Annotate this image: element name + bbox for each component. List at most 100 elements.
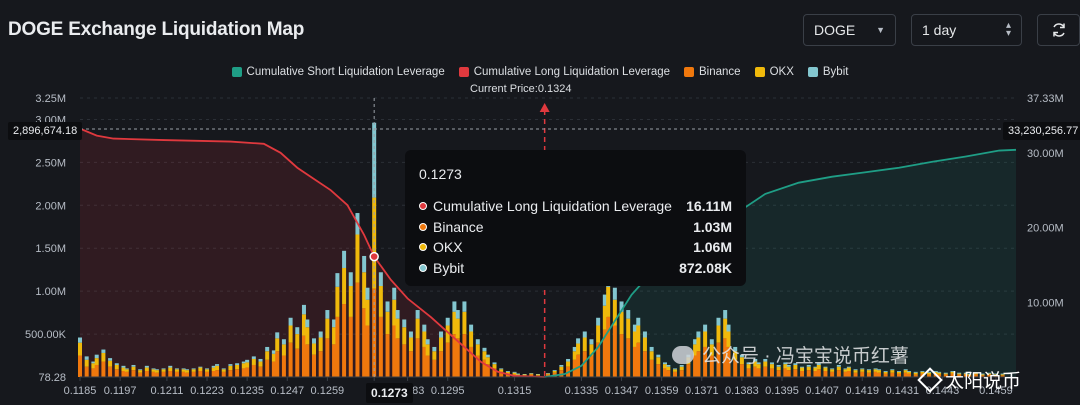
bar-bybit (168, 365, 173, 368)
bar-okx (876, 370, 881, 373)
bar-okx (432, 351, 437, 360)
bar-okx (907, 371, 912, 374)
bar-okx (305, 327, 310, 345)
bar-okx (1000, 374, 1005, 376)
bar-bybit (596, 317, 601, 326)
bar-okx (258, 361, 263, 367)
bar-bybit (602, 294, 607, 306)
bar-bybit (890, 369, 895, 371)
bar-binance (739, 364, 744, 377)
interval-select[interactable]: 1 day ▴ ▾ (911, 14, 1022, 46)
bar-binance (305, 344, 310, 377)
bar-bybit (846, 366, 851, 368)
bar-okx (830, 369, 835, 372)
y-right-tick-label: 37.33M (1027, 93, 1064, 105)
bar-binance (439, 351, 444, 377)
bar-bybit (559, 364, 564, 367)
bar-binance (121, 370, 126, 377)
bar-okx (221, 369, 226, 372)
x-tick-label: 0.1359 (645, 385, 679, 397)
bar-okx (756, 364, 761, 369)
bar-binance (161, 371, 166, 377)
bar-bybit (348, 272, 353, 287)
bar-okx (151, 369, 156, 372)
bar-bybit (78, 337, 82, 343)
bar-binance (348, 316, 353, 377)
legend-item-bybit[interactable]: Bybit (807, 66, 848, 78)
bar-binance (151, 371, 156, 377)
bar-okx (439, 337, 444, 352)
bar-bybit (181, 368, 186, 370)
bar-okx (181, 369, 186, 372)
bar-bybit (873, 368, 878, 370)
bar-binance (131, 370, 136, 377)
x-tick-label: 0.1235 (230, 385, 264, 397)
bar-bybit (813, 366, 818, 368)
bar-binance (783, 368, 788, 377)
tooltip-row: Cumulative Long Liquidation Leverage 16.… (419, 196, 732, 217)
bar-binance (228, 370, 233, 377)
bar-okx (198, 367, 203, 371)
bar-okx (215, 365, 220, 371)
legend-item-okx[interactable]: OKX (754, 66, 794, 78)
bar-bybit (425, 339, 430, 345)
bar-okx (649, 351, 654, 360)
bar-bybit (318, 331, 323, 338)
bar-binance (312, 354, 316, 377)
bar-bybit (455, 310, 460, 319)
bar-okx (325, 318, 330, 339)
tooltip-dot (419, 222, 427, 231)
chart-legend: Cumulative Short Liquidation Leverage Cu… (0, 66, 1080, 78)
bar-okx (636, 325, 641, 343)
bar-okx (873, 369, 878, 372)
asset-select[interactable]: DOGE ▼ (803, 14, 896, 46)
bar-okx (723, 318, 728, 339)
bar-okx (378, 286, 383, 317)
tooltip-label: Bybit (433, 259, 465, 276)
x-tick-label: 0.1259 (311, 385, 345, 397)
bar-okx (957, 373, 962, 375)
bar-okx (512, 372, 517, 375)
legend-item-binance[interactable]: Binance (684, 66, 741, 78)
bar-okx (602, 305, 607, 330)
bar-bybit (101, 349, 106, 353)
bar-bybit (950, 370, 955, 372)
bar-binance (866, 372, 871, 377)
bar-bybit (642, 331, 647, 338)
bar-okx (890, 370, 895, 373)
bar-binance (101, 361, 106, 377)
bar-binance (445, 342, 450, 377)
bar-okx (475, 344, 480, 356)
bar-okx (144, 367, 149, 371)
bar-bybit (462, 301, 467, 312)
bar-bybit (786, 364, 791, 367)
watermark-2: 太阳说币 (917, 366, 1021, 393)
y-left-tick-label: 2.50M (35, 157, 66, 169)
tooltip-row: Binance 1.03M (419, 217, 732, 238)
bar-binance (455, 338, 460, 377)
legend-swatch (807, 67, 818, 77)
bar-okx (191, 369, 196, 372)
bar-bybit (452, 301, 457, 312)
bar-bybit (288, 317, 293, 326)
long-liquidation-line (79, 127, 545, 378)
x-tick-label: 0.1247 (270, 385, 304, 397)
bar-bybit (763, 358, 768, 362)
legend-item-short[interactable]: Cumulative Short Liquidation Leverage (231, 66, 445, 78)
bar-binance (415, 338, 420, 377)
legend-item-long[interactable]: Cumulative Long Liquidation Leverage (458, 66, 670, 78)
long-liquidation-area (80, 128, 545, 377)
bar-okx (515, 374, 520, 376)
bar-bybit (830, 368, 835, 370)
bar-bybit (499, 368, 504, 370)
bar-binance (860, 371, 865, 377)
x-tick-label: 0.1211 (151, 385, 184, 397)
bar-binance (198, 370, 203, 377)
bar-okx (318, 337, 323, 352)
bar-binance (174, 371, 179, 377)
legend-swatch (458, 67, 469, 77)
bar-bybit (793, 363, 798, 365)
bar-bybit (144, 365, 149, 368)
bar-binance (235, 369, 240, 377)
